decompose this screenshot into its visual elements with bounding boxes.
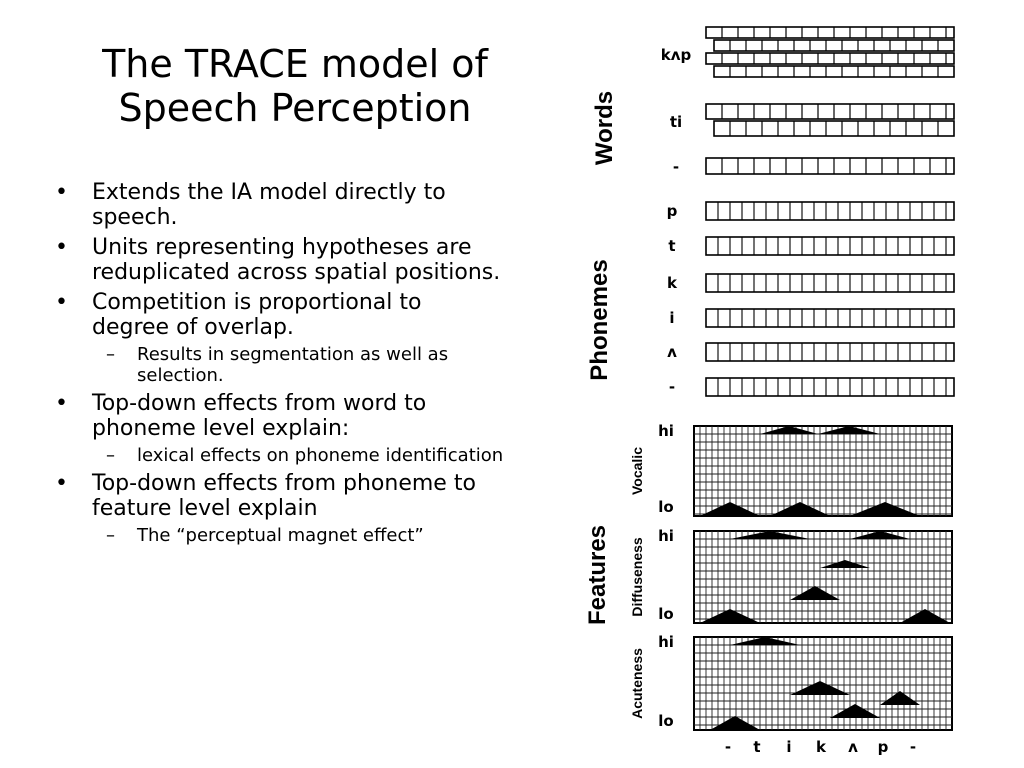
word-unit-strip [705,26,955,39]
feature-grid-frame [693,530,953,624]
phoneme-unit-strip [705,236,955,256]
title-line-1: The TRACE model of [102,42,488,86]
phoneme-unit-strip [705,308,955,328]
axis-phoneme-label: - [725,738,731,756]
axis-phoneme-label: t [753,738,760,756]
sub-bullet-marker: – [106,344,115,365]
bullet-marker: • [55,235,68,260]
activation-peak [730,531,810,539]
word-unit-strip [713,65,955,78]
slide-title: The TRACE model of Speech Perception [40,42,550,130]
phonemes-group-label: Phonemes [586,259,613,380]
sub-bullet-list: – Results in segmentation as well as sel… [92,344,505,386]
sub-bullet-item: – Results in segmentation as well as sel… [92,344,505,386]
axis-phoneme-label: p [878,738,889,756]
word-unit-strip [705,103,955,120]
phoneme-row-label: - [669,378,675,396]
activation-peak [820,560,870,568]
bullet-item: • Competition is proportional to degree … [55,290,505,386]
bullet-text: Competition is proportional to degree of… [92,290,422,340]
word-unit-strip [705,157,955,175]
phoneme-unit-strip [705,377,955,397]
feature-scale-high: hi [658,633,674,651]
phoneme-row-label: ʌ [667,343,677,361]
feature-scale-low: lo [658,605,673,623]
bullet-text: Extends the IA model directly to speech. [92,180,446,230]
feature-panels: Vocalic hi lo Diffuseness hi lo Acuteness hi lo [629,422,953,731]
word-unit-strip [713,120,955,137]
sub-bullet-text: Results in segmentation as well as selec… [137,344,449,386]
axis-phoneme-label: ʌ [848,738,858,756]
phoneme-unit-strip [705,201,955,221]
activation-peak [818,426,880,434]
axis-phoneme-label: k [816,738,827,756]
activation-peak [850,531,910,539]
sub-bullet-list: – The “perceptual magnet effect” [92,525,505,546]
sub-bullet-item: – lexical effects on phoneme identificat… [92,445,505,466]
activation-peak [770,502,830,516]
feature-scale-high: hi [658,422,674,440]
activation-peak [700,609,760,623]
phoneme-row-label: i [669,309,674,327]
activation-peak [830,704,880,718]
bullet-marker: • [55,471,68,496]
words-group-label: Words [591,91,618,165]
feature-grid-frame [693,425,953,517]
phoneme-unit-strip [705,342,955,362]
bullet-marker: • [55,391,68,416]
feature-scale-low: lo [658,498,673,516]
phoneme-unit-rows: pt kiʌ - [667,201,955,397]
phoneme-unit-strip [705,273,955,293]
sub-bullet-marker: – [106,525,115,546]
phoneme-row-label: t [668,237,675,255]
word-unit-strip [705,52,955,65]
feature-panel-label: Vocalic [629,447,645,495]
feature-panel-label: Acuteness [629,648,645,719]
word-row-label: kʌp [661,46,692,64]
title-line-2: Speech Perception [118,86,472,130]
bullet-marker: • [55,290,68,315]
phoneme-row-label: p [667,202,678,220]
word-row-label: - [673,158,679,176]
feature-panel-label: Diffuseness [629,537,645,617]
activation-peak [710,716,760,730]
sub-bullet-list: – lexical effects on phoneme identificat… [92,445,505,466]
bullet-item: • Extends the IA model directly to speec… [55,180,505,230]
sub-bullet-text: lexical effects on phoneme identificatio… [137,445,504,466]
bullet-item: • Top-down effects from word to phoneme … [55,391,505,466]
bullet-marker: • [55,180,68,205]
sub-bullet-item: – The “perceptual magnet effect” [92,525,505,546]
axis-phoneme-label: - [910,738,916,756]
bullet-item: • Top-down effects from phoneme to featu… [55,471,505,546]
axis-phoneme-label: i [786,738,791,756]
sub-bullet-marker: – [106,445,115,466]
activation-peak [700,502,760,516]
sub-bullet-text: The “perceptual magnet effect” [137,525,424,546]
word-unit-rows: kʌp ti - [661,26,955,176]
features-group-label: Features [584,525,611,625]
word-row-label: ti [670,113,682,131]
bullet-text: Units representing hypotheses are redupl… [92,235,501,285]
activation-peak [760,426,818,434]
activation-peak [850,502,920,516]
bullet-text: Top-down effects from word to phoneme le… [92,391,427,441]
feature-scale-low: lo [658,712,673,730]
activation-peak [790,681,850,695]
phoneme-row-label: k [667,274,678,292]
bullet-list: • Extends the IA model directly to speec… [55,180,505,551]
activation-peak [900,609,950,623]
feature-scale-high: hi [658,527,674,545]
word-unit-strip [713,39,955,52]
activation-peak [730,637,800,645]
activation-peak [790,586,840,600]
bullet-item: • Units representing hypotheses are redu… [55,235,505,285]
bullet-text: Top-down effects from phoneme to feature… [92,471,476,521]
activation-peak [880,691,920,705]
